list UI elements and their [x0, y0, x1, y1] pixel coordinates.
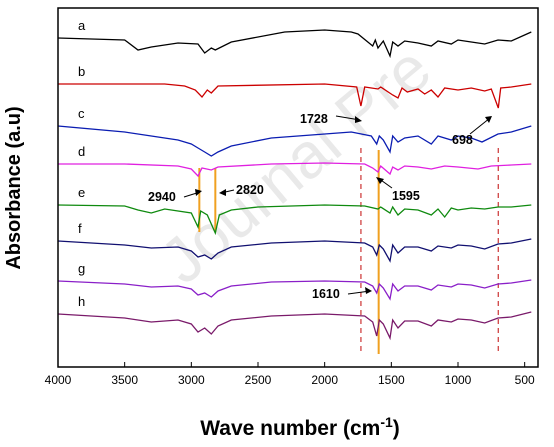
x-tick-label-2000: 2000: [311, 373, 338, 387]
series-letter-a: a: [78, 18, 86, 33]
series-letter-d: d: [78, 144, 85, 159]
annotation-1595-arrowhead: [376, 177, 384, 184]
series-letter-b: b: [78, 64, 85, 79]
series-letter-e: e: [78, 185, 85, 200]
annotation-698-arrowhead: [485, 116, 492, 123]
watermark-text: Journal Pre: [147, 32, 444, 298]
annotation-1728-label: 1728: [300, 112, 328, 126]
x-tick-label-3500: 3500: [111, 373, 138, 387]
annotation-1610: 1610: [312, 287, 372, 301]
annotation-2820-label: 2820: [236, 183, 264, 197]
annotation-1728-arrowhead: [355, 116, 362, 123]
x-axis-title: Wave number (cm-1): [200, 414, 400, 440]
series-line-g: [57, 279, 532, 301]
series-line-b: [58, 83, 532, 109]
annotation-698-arrow: [469, 117, 491, 135]
annotation-1595: 1595: [376, 177, 420, 203]
series-line-a: [57, 29, 532, 59]
annotation-2940: 2940: [148, 189, 202, 204]
x-axis-title-unit-exp: -1: [380, 414, 393, 430]
series-line-e: [57, 204, 532, 236]
series-letter-c: c: [78, 106, 85, 121]
annotation-2820: 2820: [219, 183, 264, 197]
x-axis-title-unit: cm: [350, 417, 380, 440]
x-tick-label-1000: 1000: [445, 373, 472, 387]
x-axis-title-text: Wave number: [200, 417, 337, 440]
x-tick-label-500: 500: [515, 373, 535, 387]
series-line-c: [57, 125, 532, 157]
annotation-2940-arrowhead: [195, 189, 202, 196]
annotation-1610-label: 1610: [312, 287, 340, 301]
series-lines: [57, 29, 532, 341]
annotation-2820-arrowhead: [219, 189, 226, 196]
x-tick-label-3000: 3000: [178, 373, 205, 387]
annotation-1610-arrowhead: [365, 287, 372, 294]
series-line-d: [58, 162, 532, 178]
x-tick-label-4000: 4000: [45, 373, 72, 387]
series-line-h: [57, 311, 532, 341]
plot-frame: [57, 7, 539, 368]
series-letter-f: f: [78, 221, 82, 236]
annotation-1595-label: 1595: [392, 189, 420, 203]
x-tick-label-1500: 1500: [378, 373, 405, 387]
series-letters: a b c d e f g h: [78, 18, 86, 309]
annotation-698-label: 698: [452, 133, 473, 147]
annotation-2940-label: 2940: [148, 190, 176, 204]
series-letter-h: h: [78, 294, 85, 309]
annotation-698: 698: [452, 116, 492, 147]
series-line-f: [57, 238, 532, 263]
y-axis-title: Absorbance (a.u): [3, 106, 25, 269]
x-axis-ticks: 4000 3500 3000 2500 2000 1500 1000 500: [45, 362, 535, 387]
series-letter-g: g: [78, 261, 85, 276]
x-tick-label-2500: 2500: [245, 373, 272, 387]
annotation-1728: 1728: [300, 112, 362, 126]
